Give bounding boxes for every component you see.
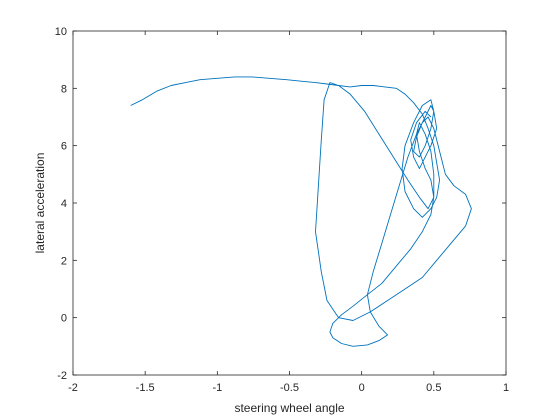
x-tick-label: -1 (212, 382, 222, 394)
x-tick-label: -0.5 (280, 382, 299, 394)
y-axis-label: lateral acceleration (33, 153, 47, 254)
y-tick-label: 6 (61, 141, 67, 153)
x-tick-label: -1.5 (136, 382, 155, 394)
y-tick-label: -2 (57, 370, 67, 382)
y-tick-label: 4 (61, 198, 67, 210)
plot-area (73, 31, 506, 375)
x-tick-label: 0.5 (426, 382, 441, 394)
y-tick-label: 10 (55, 26, 67, 38)
x-axis-label: steering wheel angle (234, 401, 344, 415)
y-tick-label: 2 (61, 255, 67, 267)
series-layer (130, 76, 472, 347)
x-tick-label: -2 (68, 382, 78, 394)
y-tick-label: 8 (61, 83, 67, 95)
y-tick-label: 0 (61, 313, 67, 325)
x-tick-label: 0 (359, 382, 365, 394)
series-line-0 (130, 76, 472, 347)
tick-layer: -2 -1.5 -1 -0.5 0 0.5 1 -2 0 2 4 6 8 10 (55, 26, 509, 394)
x-tick-label: 1 (503, 382, 509, 394)
